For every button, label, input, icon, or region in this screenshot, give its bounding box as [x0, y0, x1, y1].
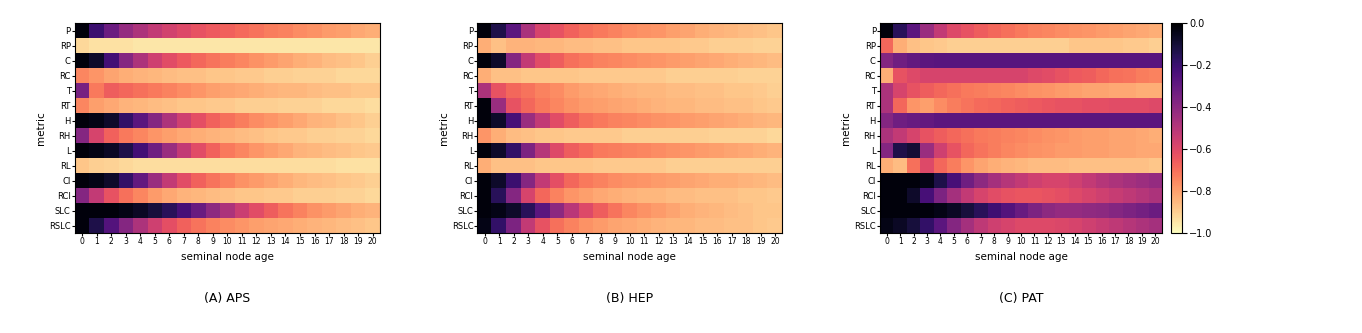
- Y-axis label: metric: metric: [37, 111, 46, 145]
- X-axis label: seminal node age: seminal node age: [583, 252, 677, 262]
- Text: (B) HEP: (B) HEP: [606, 292, 654, 305]
- Text: (A) APS: (A) APS: [204, 292, 251, 305]
- Y-axis label: metric: metric: [439, 111, 449, 145]
- X-axis label: seminal node age: seminal node age: [975, 252, 1068, 262]
- X-axis label: seminal node age: seminal node age: [181, 252, 274, 262]
- Text: (C) PAT: (C) PAT: [998, 292, 1043, 305]
- Y-axis label: metric: metric: [842, 111, 851, 145]
